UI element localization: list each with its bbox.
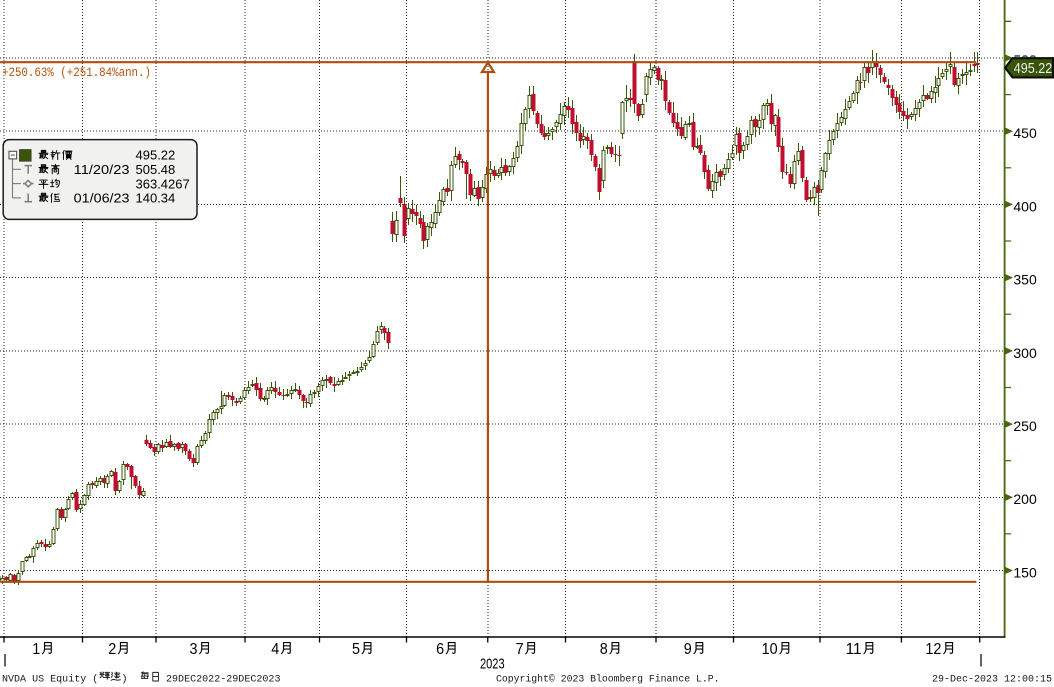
svg-text:505.48: 505.48 — [136, 162, 176, 177]
svg-text:1: 1 — [32, 641, 40, 658]
svg-text:29DEC2022-29DEC2023: 29DEC2022-29DEC2023 — [166, 673, 281, 685]
svg-text:5: 5 — [352, 641, 360, 658]
svg-text:8: 8 — [600, 641, 608, 658]
svg-text:11/20/23: 11/20/23 — [74, 162, 130, 177]
svg-text:350: 350 — [1013, 272, 1037, 288]
svg-text:495.22: 495.22 — [1014, 61, 1053, 77]
svg-text:11: 11 — [846, 641, 862, 658]
svg-text:250: 250 — [1013, 418, 1037, 434]
svg-text:12: 12 — [925, 641, 941, 658]
svg-text:7: 7 — [516, 641, 524, 658]
svg-text:140.34: 140.34 — [136, 191, 176, 206]
svg-text:6: 6 — [436, 641, 444, 658]
svg-text:01/06/23: 01/06/23 — [74, 191, 130, 206]
svg-text:200: 200 — [1013, 491, 1037, 507]
svg-text:4: 4 — [271, 641, 279, 658]
svg-text:9: 9 — [684, 641, 692, 658]
svg-text:NVDA US Equity (: NVDA US Equity ( — [2, 673, 98, 685]
svg-text:Copyright© 2023 Bloomberg Fina: Copyright© 2023 Bloomberg Finance L.P. — [496, 673, 720, 685]
svg-text:363.4267: 363.4267 — [136, 176, 190, 191]
svg-text:10: 10 — [762, 641, 778, 658]
svg-text:3: 3 — [190, 641, 198, 658]
svg-text:495.22: 495.22 — [136, 148, 176, 163]
svg-text:): ) — [121, 673, 127, 685]
svg-text:2023: 2023 — [480, 656, 505, 673]
svg-text:400: 400 — [1013, 198, 1037, 214]
svg-text:29-Dec-2023 12:00:15: 29-Dec-2023 12:00:15 — [932, 673, 1052, 685]
svg-text:+250.63% (+251.84%ann.): +250.63% (+251.84%ann.) — [2, 65, 151, 80]
svg-text:150: 150 — [1013, 564, 1037, 580]
svg-text:2: 2 — [108, 641, 116, 658]
svg-text:300: 300 — [1013, 345, 1037, 361]
svg-text:450: 450 — [1013, 125, 1037, 141]
